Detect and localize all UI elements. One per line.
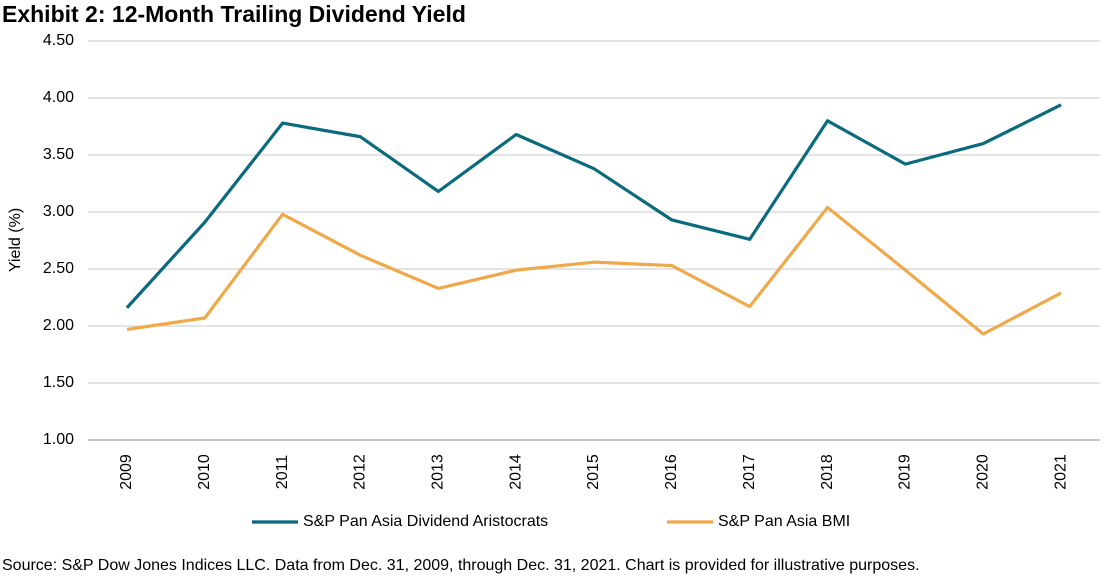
x-tick-label: 2014 — [507, 454, 524, 490]
x-tick-label: 2012 — [352, 454, 369, 490]
x-tick-label: 2018 — [819, 454, 836, 490]
x-tick-label: 2010 — [196, 454, 213, 490]
x-tick-label: 2020 — [974, 454, 991, 490]
x-tick-label: 2019 — [897, 454, 914, 490]
y-tick-label: 4.50 — [43, 32, 74, 49]
y-tick-label: 3.00 — [43, 203, 74, 220]
y-axis-label: Yield (%) — [7, 208, 24, 272]
source-note: Source: S&P Dow Jones Indices LLC. Data … — [2, 557, 920, 574]
chart-title: Exhibit 2: 12-Month Trailing Dividend Yi… — [2, 1, 466, 27]
x-tick-label: 2011 — [274, 455, 291, 490]
x-tick-label: 2017 — [741, 454, 758, 490]
x-tick-label: 2015 — [585, 454, 602, 490]
y-tick-label: 1.50 — [43, 374, 74, 391]
y-tick-label: 1.00 — [43, 431, 74, 448]
series-line — [126, 205, 1062, 336]
x-tick-label: 2009 — [118, 454, 135, 490]
legend-label: S&P Pan Asia Dividend Aristocrats — [303, 513, 548, 530]
x-tick-label: 2013 — [430, 454, 447, 490]
legend-label: S&P Pan Asia BMI — [718, 513, 850, 530]
y-tick-label: 4.00 — [43, 89, 74, 106]
y-tick-label: 2.50 — [43, 260, 74, 277]
series-line — [125, 103, 1062, 309]
y-tick-label: 2.00 — [43, 317, 74, 334]
x-tick-label: 2016 — [663, 454, 680, 490]
y-tick-label: 3.50 — [43, 146, 74, 163]
x-tick-label: 2021 — [1052, 454, 1069, 490]
